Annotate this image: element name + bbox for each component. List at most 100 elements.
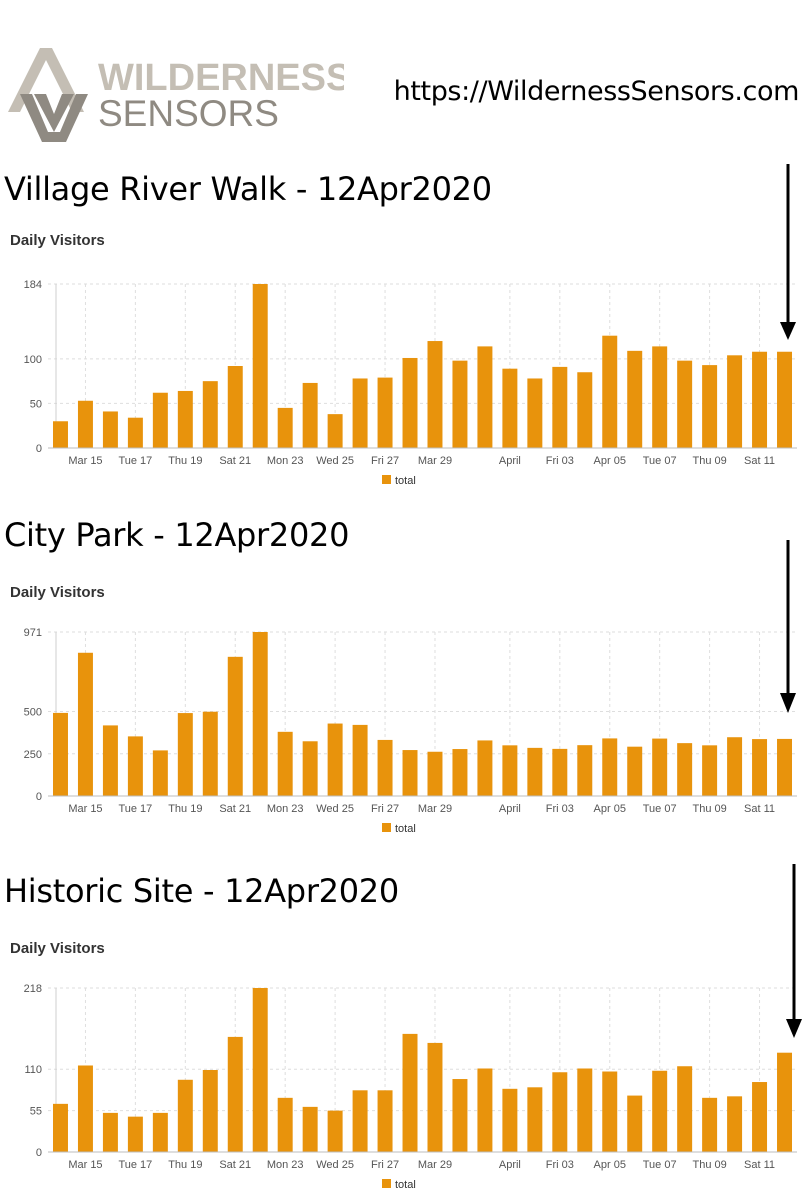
x-tick-label: Thu 19 <box>168 455 202 467</box>
bar <box>352 724 368 796</box>
x-tick-label: Apr 05 <box>594 1159 626 1171</box>
legend-label: total <box>395 823 416 835</box>
y-tick-label: 110 <box>24 1064 42 1076</box>
bar <box>702 365 718 448</box>
bar <box>277 407 293 448</box>
bar <box>377 377 393 448</box>
bar <box>477 740 493 796</box>
panel-title: Village River Walk - 12Apr2020 <box>4 170 492 208</box>
bar <box>627 1095 643 1152</box>
x-tick-label: Thu 09 <box>692 803 726 815</box>
bar <box>677 1066 693 1152</box>
bar <box>677 743 693 796</box>
y-tick-label: 184 <box>24 279 42 291</box>
bar <box>702 745 718 796</box>
bar <box>52 1103 68 1152</box>
x-tick-label: Sat 11 <box>744 803 775 815</box>
y-tick-label: 0 <box>36 1147 42 1159</box>
logo-text-line1: WILDERNESS <box>98 57 344 99</box>
bar <box>602 738 618 796</box>
bar <box>277 731 293 796</box>
bar <box>502 745 518 796</box>
y-tick-label: 971 <box>24 627 42 639</box>
chart-subtitle: Daily Visitors <box>10 584 105 601</box>
x-tick-label: Fri 03 <box>546 803 574 815</box>
bar <box>552 366 568 448</box>
bar <box>627 746 643 796</box>
panel-title: Historic Site - 12Apr2020 <box>4 872 399 910</box>
bar <box>677 360 693 448</box>
bar <box>277 1097 293 1152</box>
y-tick-label: 50 <box>30 398 42 410</box>
x-tick-label: April <box>499 803 521 815</box>
bar <box>52 712 68 796</box>
bar <box>627 350 643 448</box>
chart-subtitle: Daily Visitors <box>10 940 105 957</box>
x-tick-label: Fri 27 <box>371 455 399 467</box>
bar-chart-historic-site: 218 110 55 0 Mar 15 Tue 17 Thu 19 Sat 21 Mon 23 W… <box>24 983 797 1191</box>
bar <box>452 1079 468 1152</box>
bar <box>402 1033 418 1152</box>
panel-historic-site: Historic Site - 12Apr2020 Daily Visitors… <box>0 864 807 1200</box>
x-tick-label: Sat 21 <box>219 1159 251 1171</box>
bar <box>102 1112 118 1152</box>
bar <box>652 738 668 796</box>
x-tick-label: Mar 15 <box>68 1159 102 1171</box>
bar <box>177 1079 193 1152</box>
x-tick-label: Sat 11 <box>744 1159 775 1171</box>
website-url[interactable]: https://WildernessSensors.com <box>393 76 800 107</box>
bar <box>152 392 168 448</box>
x-tick-label: Apr 05 <box>594 803 626 815</box>
bar <box>602 1071 618 1152</box>
bar <box>552 1072 568 1152</box>
y-tick-label: 250 <box>24 749 42 761</box>
legend-swatch <box>382 823 391 832</box>
x-tick-label: Mon 23 <box>267 803 304 815</box>
bar <box>252 988 268 1152</box>
bar <box>102 725 118 796</box>
logo-text-line2: SENSORS <box>98 93 279 134</box>
bar <box>77 652 93 796</box>
x-tick-label: Wed 25 <box>316 803 354 815</box>
bar <box>527 1087 543 1152</box>
x-tick-label: Fri 03 <box>546 455 574 467</box>
bar <box>77 400 93 448</box>
chart-subtitle: Daily Visitors <box>10 232 105 249</box>
x-tick-label: April <box>499 1159 521 1171</box>
bar <box>577 1068 593 1152</box>
bar <box>77 1065 93 1152</box>
bar <box>577 372 593 448</box>
x-tick-label: Thu 19 <box>168 803 202 815</box>
bar <box>477 1068 493 1152</box>
bar <box>252 632 268 796</box>
bar <box>302 382 318 448</box>
x-tick-label: Tue 17 <box>118 1159 152 1171</box>
bar <box>702 1097 718 1152</box>
bar-chart-city-park: 971 500 250 0 Mar 15 Tue 17 Thu 19 Sat 21 Mon 23… <box>24 627 797 835</box>
x-tick-label: Mar 29 <box>418 803 452 815</box>
x-tick-label: Apr 05 <box>594 455 626 467</box>
legend-label: total <box>395 1179 416 1191</box>
bar <box>427 1042 443 1152</box>
down-arrow-icon <box>780 164 796 340</box>
bar <box>352 378 368 448</box>
bar <box>602 335 618 448</box>
bar <box>377 739 393 796</box>
bar <box>127 736 143 796</box>
bar <box>327 1110 343 1152</box>
x-tick-label: Tue 07 <box>643 803 677 815</box>
y-tick-label: 500 <box>24 707 42 719</box>
bar <box>452 360 468 448</box>
x-tick-label: Mar 15 <box>68 455 102 467</box>
bar <box>652 1070 668 1152</box>
bar <box>127 417 143 448</box>
bar-chart-village-river-walk: 184 100 50 0 Mar 15 Tue 17 Thu 19 Sat 21 Mon 23 W… <box>24 279 797 487</box>
y-tick-label: 218 <box>24 983 42 995</box>
bar <box>202 381 218 448</box>
down-arrow-icon <box>780 540 796 713</box>
x-tick-label: Sat 11 <box>744 455 775 467</box>
bar <box>302 741 318 796</box>
bar <box>652 346 668 448</box>
x-tick-label: Fri 27 <box>371 803 399 815</box>
bar <box>727 1096 743 1152</box>
